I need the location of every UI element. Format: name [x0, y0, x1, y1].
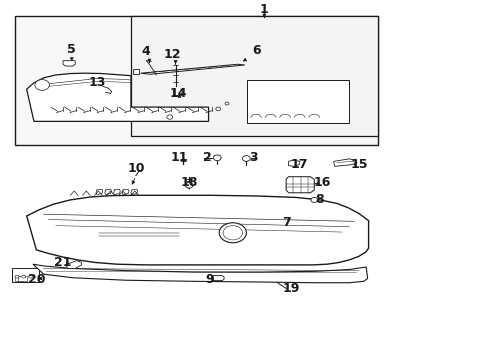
Text: 2: 2 — [203, 151, 212, 164]
Circle shape — [22, 275, 26, 278]
Text: 13: 13 — [88, 76, 106, 89]
Circle shape — [310, 197, 317, 202]
Circle shape — [225, 102, 228, 105]
Circle shape — [15, 275, 19, 278]
Circle shape — [219, 223, 246, 243]
Polygon shape — [286, 177, 314, 193]
Text: 18: 18 — [180, 176, 197, 189]
Text: 14: 14 — [169, 87, 187, 100]
Bar — [12, 268, 39, 282]
Polygon shape — [333, 159, 356, 166]
Text: 15: 15 — [349, 159, 367, 171]
Text: 5: 5 — [67, 43, 76, 56]
Bar — [247, 80, 348, 123]
Text: 19: 19 — [282, 282, 299, 295]
Text: 1: 1 — [259, 4, 268, 16]
Text: 12: 12 — [163, 48, 181, 61]
Circle shape — [223, 226, 242, 240]
Circle shape — [215, 107, 220, 111]
Text: 16: 16 — [313, 176, 331, 188]
Circle shape — [185, 182, 193, 188]
Bar — [15, 276, 23, 281]
Polygon shape — [27, 195, 368, 265]
Circle shape — [242, 156, 250, 161]
Bar — [131, 16, 378, 136]
Bar — [97, 220, 182, 246]
Text: 8: 8 — [314, 193, 323, 206]
Text: 3: 3 — [248, 151, 257, 164]
Text: 4: 4 — [141, 45, 150, 58]
Polygon shape — [288, 160, 299, 166]
Circle shape — [35, 80, 49, 90]
Text: 11: 11 — [170, 151, 188, 164]
Circle shape — [29, 275, 32, 278]
Text: 21: 21 — [54, 256, 72, 269]
Bar — [15, 16, 378, 145]
Text: 10: 10 — [128, 162, 145, 175]
Polygon shape — [63, 61, 75, 66]
Bar — [18, 276, 27, 281]
Bar — [133, 69, 138, 74]
Polygon shape — [33, 264, 367, 283]
Text: 17: 17 — [290, 159, 308, 171]
Text: 6: 6 — [252, 44, 261, 57]
Circle shape — [213, 155, 221, 161]
Text: 7: 7 — [281, 216, 290, 228]
Circle shape — [166, 115, 172, 119]
Text: 9: 9 — [205, 273, 213, 286]
Text: 20: 20 — [28, 273, 45, 286]
Polygon shape — [140, 64, 244, 74]
Polygon shape — [27, 73, 208, 121]
Polygon shape — [211, 276, 224, 281]
Polygon shape — [65, 261, 81, 268]
